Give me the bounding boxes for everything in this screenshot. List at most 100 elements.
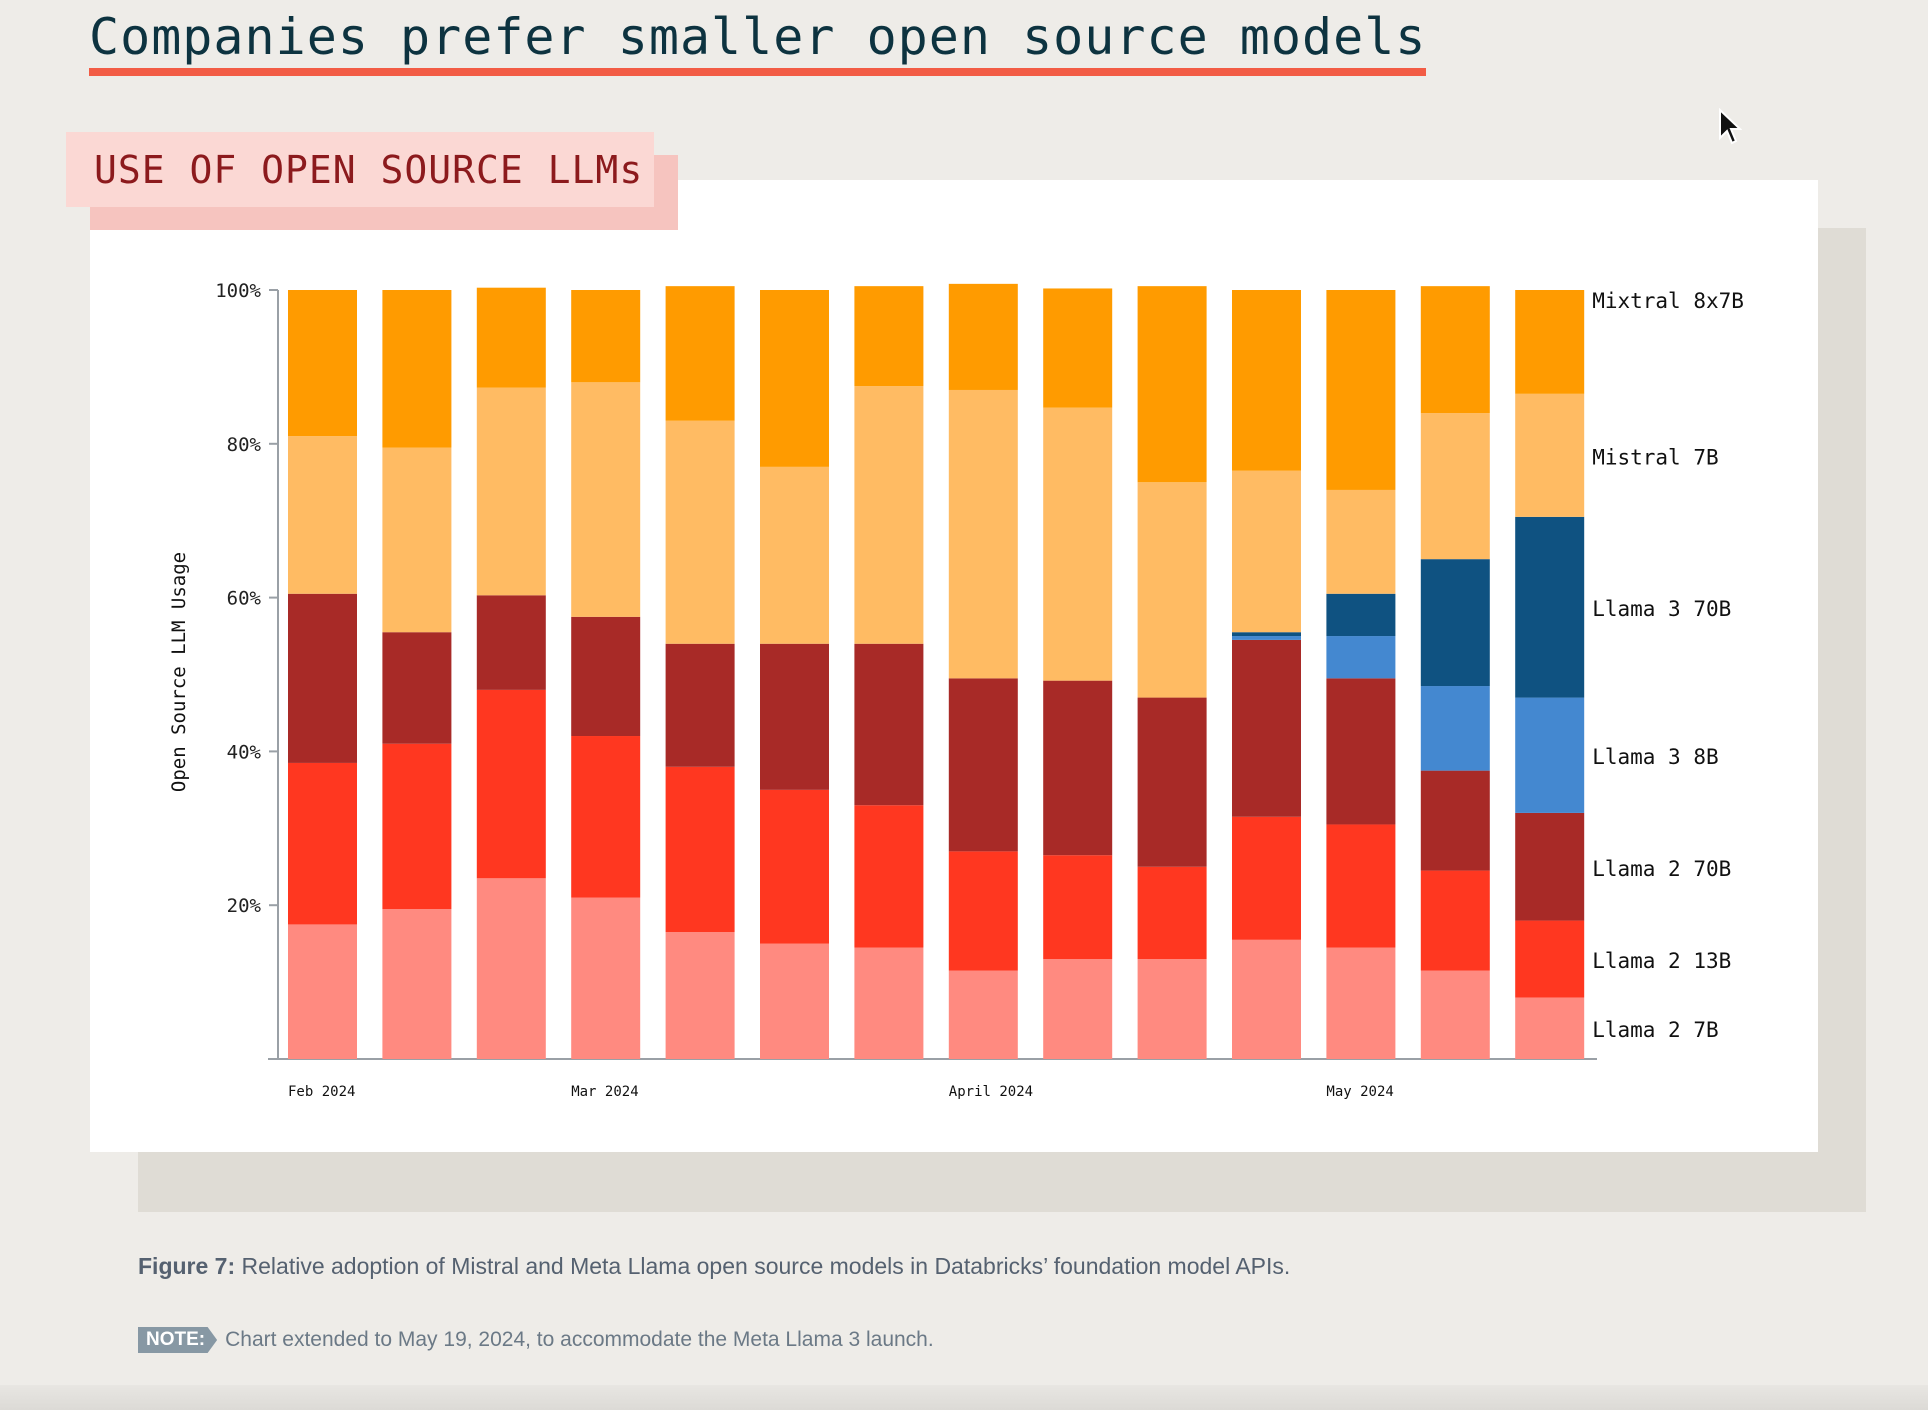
bar-segment — [854, 386, 924, 644]
bar-segment — [1515, 997, 1585, 1059]
bar-segment — [1232, 639, 1301, 817]
y-tick-label: 20% — [227, 895, 262, 917]
bar-segment — [948, 851, 1018, 971]
page-title: Companies prefer smaller open source mod… — [89, 8, 1427, 76]
bar-segment — [476, 287, 546, 388]
bar-segment — [1420, 286, 1490, 414]
bar-segment — [288, 436, 357, 594]
figure-caption: Figure 7: Relative adoption of Mistral a… — [138, 1253, 1290, 1280]
bar-segment — [288, 762, 357, 925]
bar-segment — [760, 789, 829, 944]
note-label: NOTE: — [138, 1327, 218, 1353]
bar-segment — [1420, 870, 1490, 971]
bar-segment — [1326, 636, 1396, 679]
y-axis-label: Open Source LLM Usage — [168, 552, 190, 792]
bar-segment — [665, 932, 735, 1059]
bar-segment — [948, 389, 1018, 679]
bar-segment — [1326, 593, 1396, 637]
bar-segment — [1420, 770, 1490, 871]
note-text: Chart extended to May 19, 2024, to accom… — [225, 1328, 934, 1351]
bar-segment — [1232, 290, 1301, 471]
x-tick-label: Feb 2024 — [288, 1084, 355, 1100]
bar-segment — [1232, 470, 1301, 633]
bar-segment — [571, 897, 641, 1059]
bar-segment — [1420, 970, 1490, 1059]
x-tick-label: May 2024 — [1326, 1084, 1393, 1100]
bar-segment — [854, 286, 924, 387]
bar-segment — [1515, 516, 1585, 698]
bar-segment — [476, 878, 546, 1059]
bar-segment — [665, 286, 735, 421]
bar-segment — [476, 387, 546, 596]
bar-segment — [1043, 680, 1113, 856]
bar-segment — [1137, 959, 1207, 1059]
bar-segment — [1515, 697, 1585, 813]
bar-segment — [1326, 489, 1396, 594]
legend-label: Llama 2 13B — [1592, 949, 1731, 973]
bar-segment — [1232, 939, 1301, 1059]
bar-segment — [948, 283, 1018, 390]
bar-segment — [1043, 407, 1113, 681]
bar-segment — [760, 643, 829, 790]
bar-segment — [1515, 393, 1585, 517]
note: NOTE: Chart extended to May 19, 2024, to… — [138, 1327, 934, 1353]
bar-segment — [382, 743, 452, 910]
bar-segment — [476, 689, 546, 879]
bar-segment — [1326, 290, 1396, 490]
caption-label: Figure 7: — [138, 1253, 236, 1279]
bar-segment — [571, 616, 641, 737]
bar-segment — [665, 420, 735, 644]
y-tick-label: 80% — [227, 434, 262, 456]
y-tick-label: 100% — [215, 280, 261, 302]
bar-segment — [1232, 632, 1301, 637]
bar-segment — [1420, 413, 1490, 560]
legend-label: Mistral 7B — [1592, 445, 1718, 469]
y-tick-label: 60% — [227, 588, 262, 610]
bar-segment — [288, 924, 357, 1059]
bar-segment — [571, 382, 641, 617]
bottom-strip — [0, 1385, 1928, 1410]
bar-segment — [1137, 286, 1207, 483]
bar-segment — [288, 593, 357, 763]
bar-segment — [948, 678, 1018, 852]
bar-segment — [1420, 686, 1490, 771]
bar-segment — [1326, 947, 1396, 1059]
bar-segment — [1137, 697, 1207, 867]
legend-label: Llama 2 7B — [1592, 1018, 1718, 1042]
bar-segment — [382, 290, 452, 448]
bar-segment — [760, 466, 829, 644]
bar-segment — [476, 595, 546, 690]
bar-segment — [382, 447, 452, 633]
x-tick-label: April 2024 — [949, 1084, 1033, 1100]
bar-segment — [382, 632, 452, 744]
bar-segment — [1515, 920, 1585, 998]
bar-segment — [1326, 824, 1396, 948]
bar-segment — [665, 643, 735, 767]
bar-segment — [1043, 288, 1113, 408]
bar-segment — [1420, 559, 1490, 687]
legend-label: Llama 2 70B — [1592, 857, 1731, 881]
legend-label: Llama 3 8B — [1592, 745, 1718, 769]
bar-segment — [760, 290, 829, 467]
bar-segment — [288, 290, 357, 437]
bar-segment — [1137, 482, 1207, 698]
caption-text: Relative adoption of Mistral and Meta Ll… — [241, 1253, 1291, 1279]
bar-segment — [665, 766, 735, 933]
bar-segment — [1137, 866, 1207, 960]
bar-segment — [1232, 636, 1301, 640]
stacked-bar-chart: 100% 80% 60% 40% 20% Open Source LLM Usage Feb… — [168, 280, 1744, 1100]
bar-segment — [571, 736, 641, 898]
bar-segment — [1515, 812, 1585, 921]
y-tick-label: 40% — [227, 741, 262, 763]
bar-segment — [854, 643, 924, 806]
bar-segment — [760, 943, 829, 1059]
x-tick-label: Mar 2024 — [571, 1084, 638, 1100]
bar-segment — [1043, 855, 1113, 960]
bar-segment — [1043, 959, 1113, 1059]
legend-label: Llama 3 70B — [1592, 597, 1731, 621]
section-tag: USE OF OPEN SOURCE LLMs — [66, 132, 654, 207]
bar-segment — [854, 805, 924, 948]
legend-label: Mixtral 8x7B — [1592, 289, 1744, 313]
bar-segment — [382, 909, 452, 1059]
bar-segment — [1232, 816, 1301, 940]
